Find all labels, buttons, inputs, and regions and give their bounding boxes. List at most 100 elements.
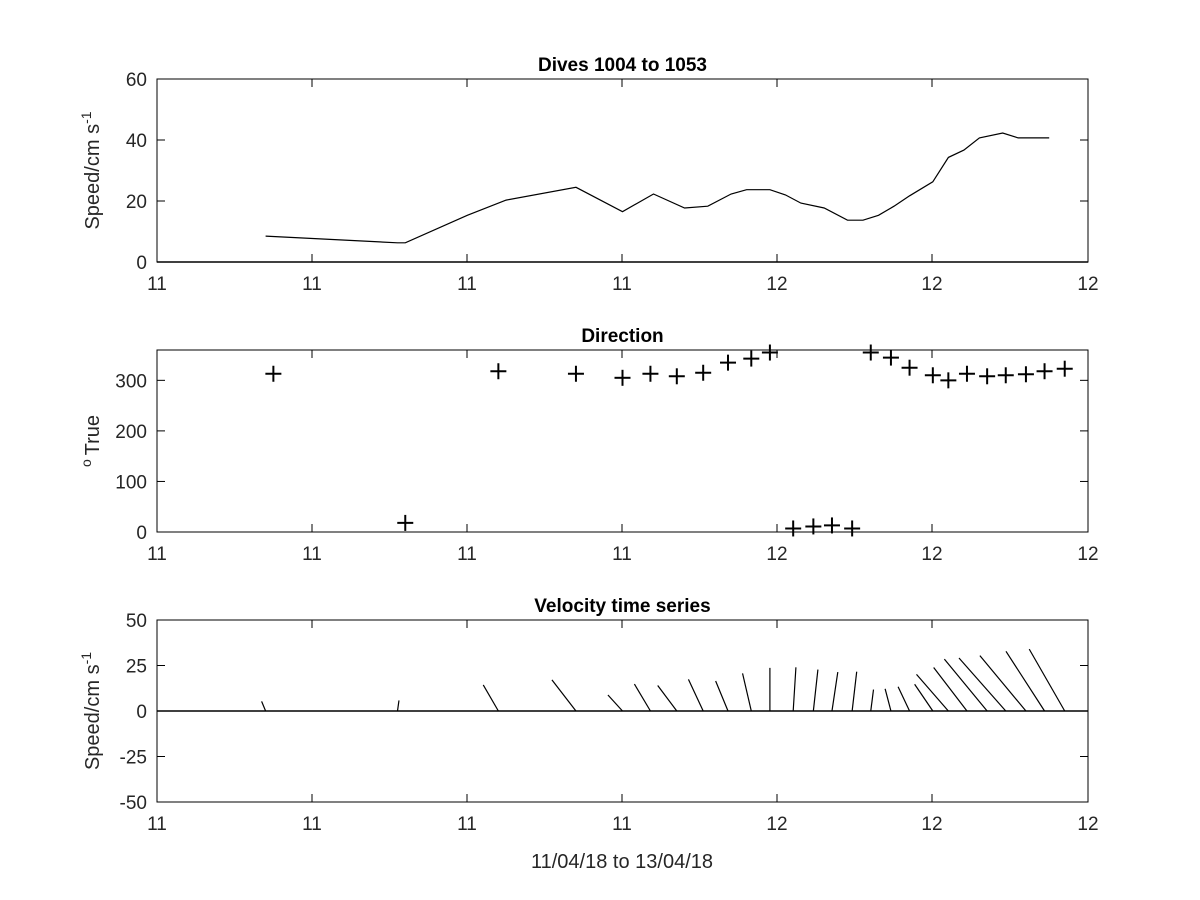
x-tick-label: 12 (1077, 814, 1098, 835)
plot-area-frame (156, 78, 1089, 263)
x-tick-label: 12 (1077, 544, 1098, 565)
y-tick-label: -25 (120, 748, 147, 769)
direction-point (997, 367, 1014, 384)
velocity-stick (851, 671, 858, 712)
velocity-stick (943, 658, 988, 712)
y-tick-label: 100 (115, 472, 147, 493)
direction-point (1017, 366, 1034, 383)
velocity-stick (482, 684, 499, 712)
velocity-stick (715, 680, 729, 712)
y-axis-label: Speed/cm s-1 (78, 111, 104, 229)
chart-title: Velocity time series (534, 596, 710, 617)
velocity-stick (792, 667, 797, 712)
direction-point (761, 344, 778, 361)
velocity-stick (551, 679, 577, 712)
y-tick-label: 50 (126, 611, 147, 632)
direction-point (823, 517, 840, 534)
y-axis-label-text: Speed/cm s (82, 664, 104, 770)
chart-title: Direction (581, 326, 663, 347)
velocity-stick (870, 689, 875, 712)
direction-point (567, 365, 584, 382)
y-axis-label-superscript: -1 (78, 111, 94, 124)
x-tick-label: 11 (457, 274, 477, 295)
chart-panel-1: Dives 1004 to 1053 11 11 11 11 12 12 12 0 20 40 60 S… (78, 55, 1099, 295)
velocity-stick (1028, 648, 1066, 712)
velocity-stick (958, 657, 1007, 712)
direction-point (695, 364, 712, 381)
velocity-stick (979, 655, 1027, 712)
y-tick-label: 0 (136, 702, 147, 723)
velocity-stick (687, 679, 704, 712)
x-tick-label: 12 (921, 274, 942, 295)
direction-point (844, 520, 861, 537)
direction-point (743, 350, 760, 367)
x-tick-label: 11 (457, 544, 477, 565)
y-tick-label: 200 (115, 422, 147, 443)
x-tick-label: 11 (612, 274, 632, 295)
y-tick-label: 300 (115, 371, 147, 392)
speed-series-line (265, 132, 1050, 244)
x-tick-label: 11 (302, 544, 322, 565)
velocity-stick (657, 685, 678, 712)
velocity-stick (607, 694, 623, 712)
y-axis-label: Speed/cm s-1 (78, 652, 104, 770)
chart-title: Dives 1004 to 1053 (538, 55, 707, 76)
x-tick-label: 12 (921, 544, 942, 565)
velocity-stick (1005, 650, 1046, 712)
velocity-stick (933, 667, 968, 712)
chart-panel-3: Velocity time series 11 11 11 11 12 12 12 -50 -25… (78, 596, 1099, 835)
direction-point (642, 365, 659, 382)
y-axis-label-text: Speed/cm s (82, 124, 104, 230)
y-tick-label: 0 (136, 253, 147, 274)
y-tick-label: 40 (126, 131, 147, 152)
direction-point (862, 344, 879, 361)
x-tick-label: 11 (147, 544, 167, 565)
direction-point (614, 369, 631, 386)
y-tick-label: 25 (126, 657, 147, 678)
x-tick-label: 12 (766, 274, 787, 295)
direction-point (265, 365, 282, 382)
velocity-stick (396, 700, 400, 712)
x-tick-label: 12 (766, 544, 787, 565)
x-tick-label: 11 (612, 814, 632, 835)
velocity-stick (633, 683, 651, 712)
x-tick-label: 11 (302, 274, 322, 295)
direction-point (958, 365, 975, 382)
velocity-stick (812, 669, 819, 712)
x-tick-label: 11 (612, 544, 632, 565)
x-tick-label: 11 (147, 274, 167, 295)
velocity-stick (261, 701, 267, 712)
velocity-stick (897, 686, 911, 712)
x-axis-label: 11/04/18 to 13/04/18 (531, 851, 713, 873)
y-axis-label-text: True (82, 415, 104, 455)
y-tick-label: 60 (126, 70, 147, 91)
direction-point (882, 349, 899, 366)
direction-point (720, 354, 737, 371)
chart-panel-2: Direction 11 11 11 11 12 12 12 0 100 200 300 o True (78, 326, 1099, 565)
y-tick-label: -50 (120, 793, 147, 814)
velocity-stick (741, 673, 752, 712)
direction-point (1056, 360, 1073, 377)
y-tick-label: 20 (126, 192, 147, 213)
x-tick-label: 12 (921, 814, 942, 835)
y-axis-label-superscript: -1 (78, 652, 94, 665)
direction-point (785, 520, 802, 537)
x-tick-label: 12 (766, 814, 787, 835)
direction-point (490, 363, 507, 380)
x-tick-label: 12 (1077, 274, 1098, 295)
y-axis-label: o True (78, 415, 104, 467)
direction-point (1036, 363, 1053, 380)
velocity-stick (914, 683, 934, 712)
velocity-stick (916, 674, 949, 712)
x-tick-label: 11 (147, 814, 167, 835)
velocity-stick (884, 688, 892, 712)
y-tick-label: 0 (136, 523, 147, 544)
x-tick-label: 11 (457, 814, 477, 835)
direction-point (901, 359, 918, 376)
y-axis-label-prefix: o (78, 455, 94, 467)
direction-point (668, 368, 685, 385)
x-tick-label: 11 (302, 814, 322, 835)
direction-point (805, 518, 822, 535)
direction-point (940, 372, 957, 389)
